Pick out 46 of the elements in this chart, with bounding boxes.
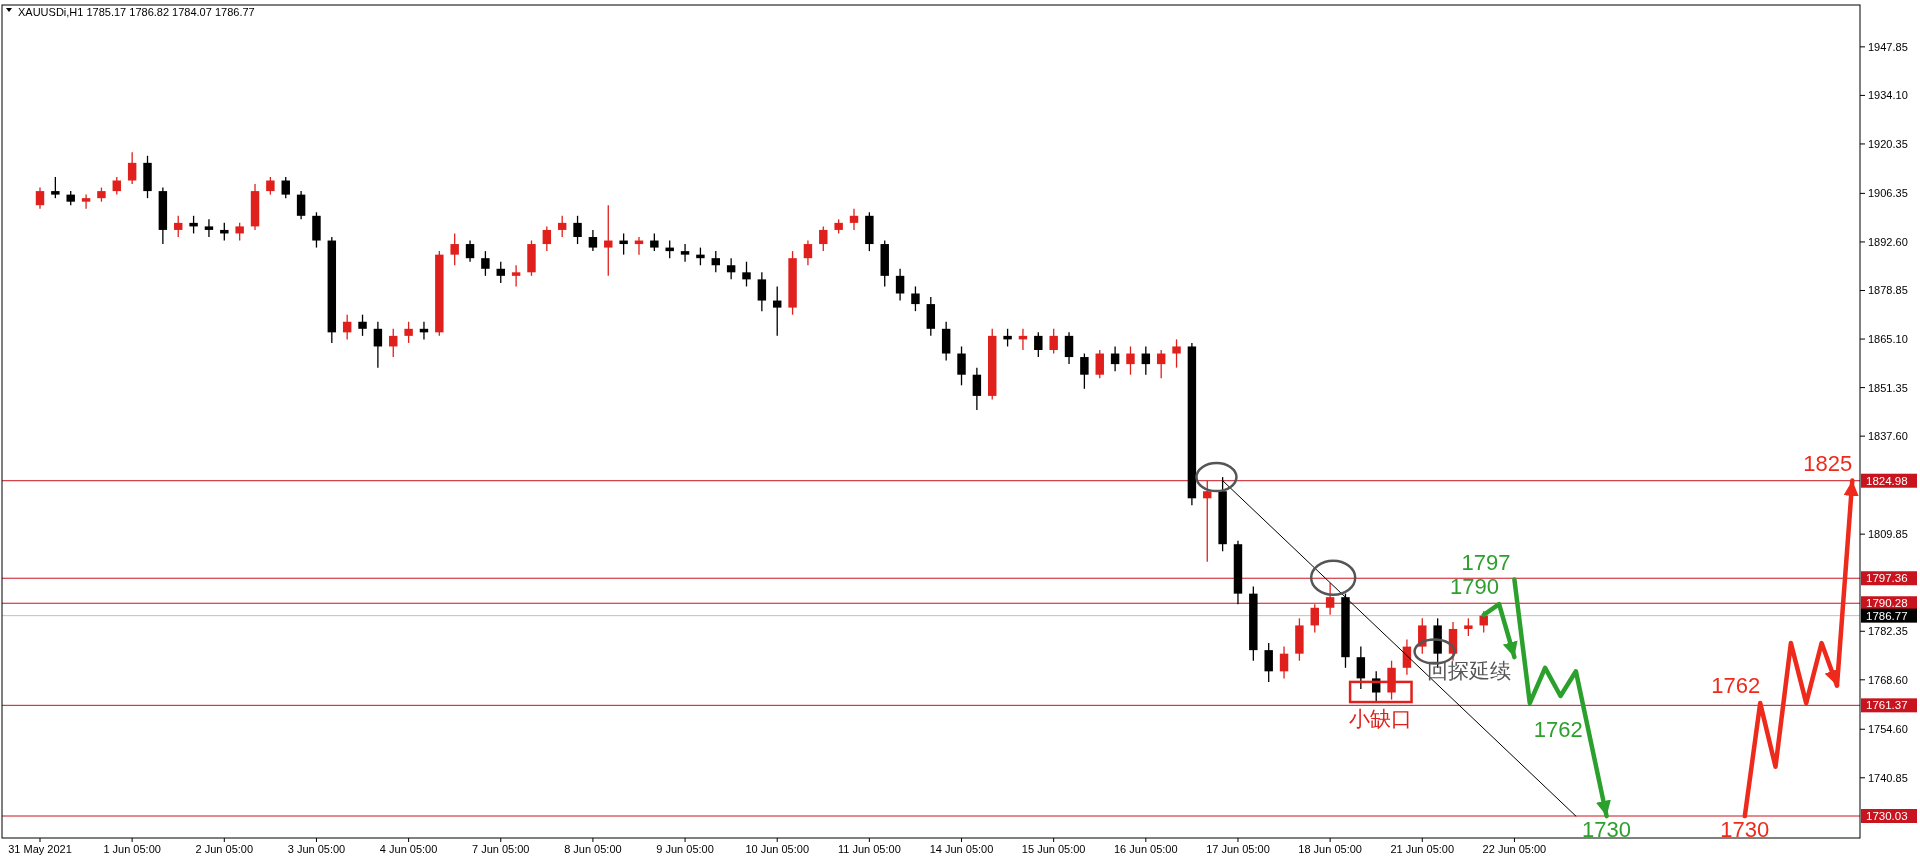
y-tick-label: 1754.60 [1868, 723, 1908, 736]
data-label: 1762 [1533, 717, 1583, 743]
y-tick-label: 1947.85 [1868, 40, 1908, 53]
y-tick-label: 1892.60 [1868, 235, 1908, 248]
x-tick-label: 2 Jun 05:00 [195, 843, 254, 855]
y-tick-label: 1782.35 [1868, 625, 1908, 638]
x-tick-label: 8 Jun 05:00 [564, 843, 622, 855]
data-label: 1762 [1711, 673, 1761, 699]
x-tick-label: 7 Jun 05:00 [472, 843, 530, 855]
y-tick-label: 1878.85 [1868, 284, 1908, 297]
x-tick-label: 18 Jun 05:00 [1298, 843, 1362, 855]
x-tick-label: 11 Jun 05:00 [837, 843, 901, 855]
x-tick-label: 10 Jun 05:00 [745, 843, 810, 855]
x-tick-label: 14 Jun 05:00 [929, 843, 994, 855]
x-tick-label: 9 Jun 05:00 [656, 843, 714, 855]
y-tick-label: 1865.10 [1868, 333, 1908, 346]
y-tick-label: 1809.85 [1868, 528, 1908, 541]
x-tick-label: 17 Jun 05:00 [1206, 843, 1270, 855]
x-tick-label: 15 Jun 05:00 [1021, 843, 1086, 855]
y-tick-label: 1768.60 [1868, 673, 1908, 686]
x-tick-label: 3 Jun 05:00 [287, 843, 346, 855]
ref-line-label: 1824.98 [1866, 474, 1908, 487]
x-tick-label: 4 Jun 05:00 [379, 843, 438, 855]
x-tick-label: 16 Jun 05:00 [1114, 843, 1178, 855]
data-label: 1730 [1720, 817, 1770, 843]
y-tick-label: 1851.35 [1868, 381, 1908, 394]
data-label: 1797 [1461, 549, 1511, 575]
chart-title: XAUUSDi,H1 1785.17 1786.82 1784.07 1786.77 [18, 6, 255, 18]
y-tick-label: 1906.35 [1868, 187, 1908, 200]
y-tick-label: 1920.35 [1868, 137, 1908, 150]
ref-line-label: 1730.03 [1866, 810, 1908, 822]
y-tick-label: 1934.10 [1868, 89, 1908, 102]
ref-line-label: 1786.77 [1866, 609, 1908, 622]
x-tick-label: 21 Jun 05:00 [1390, 843, 1455, 855]
ref-line-label: 1797.36 [1866, 572, 1908, 585]
y-tick-label: 1740.85 [1868, 771, 1908, 784]
data-label: 1790 [1450, 574, 1500, 600]
data-label: 1825 [1803, 450, 1853, 476]
data-label: 1730 [1582, 817, 1632, 843]
y-tick-label: 1837.60 [1868, 430, 1908, 443]
ref-line-label: 1761.37 [1866, 699, 1908, 712]
annotation: 小缺口 [1349, 707, 1413, 730]
ref-line-label: 1790.28 [1866, 597, 1908, 610]
x-tick-label: 22 Jun 05:00 [1482, 843, 1547, 855]
x-tick-label: 1 Jun 05:00 [103, 843, 161, 855]
x-tick-label: 31 May 2021 [8, 843, 72, 855]
